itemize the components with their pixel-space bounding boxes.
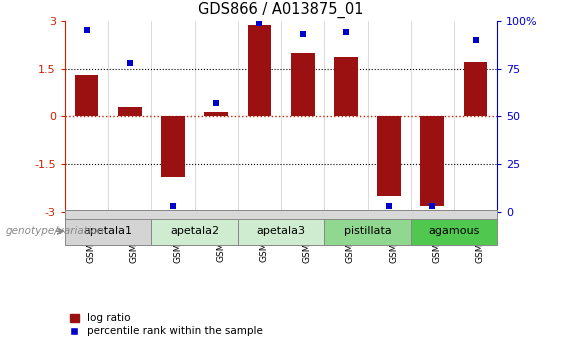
Text: pistillata: pistillata (344, 226, 392, 236)
Point (298, 31, 307, 37)
Text: apetala1: apetala1 (84, 226, 133, 236)
Point (168, 204, 177, 209)
Point (341, 29, 350, 35)
Bar (247, 26, 271, 117)
Text: genotype/variation: genotype/variation (6, 226, 105, 236)
Point (471, 37, 480, 43)
Point (212, 100, 221, 106)
Bar (118, 107, 142, 117)
Bar (334, 57, 358, 117)
Point (125, 60, 134, 66)
Point (385, 204, 394, 209)
Bar (411, 217, 497, 245)
Bar (161, 117, 185, 177)
Legend: log ratio, percentile rank within the sample: log ratio, percentile rank within the sa… (70, 313, 263, 336)
Bar (75, 75, 98, 117)
Text: apetala3: apetala3 (257, 226, 306, 236)
Bar (420, 117, 444, 206)
Bar (464, 62, 488, 117)
Bar (377, 117, 401, 196)
Bar (291, 52, 315, 117)
Point (428, 204, 437, 209)
Point (82, 28, 91, 33)
Title: GDS866 / A013875_01: GDS866 / A013875_01 (198, 2, 364, 18)
Bar (205, 112, 228, 117)
Bar (324, 217, 411, 245)
Bar (151, 217, 238, 245)
Bar (238, 217, 324, 245)
Text: agamous: agamous (428, 226, 480, 236)
Text: apetala2: apetala2 (170, 226, 219, 236)
Bar (65, 217, 151, 245)
Point (255, 20, 264, 26)
